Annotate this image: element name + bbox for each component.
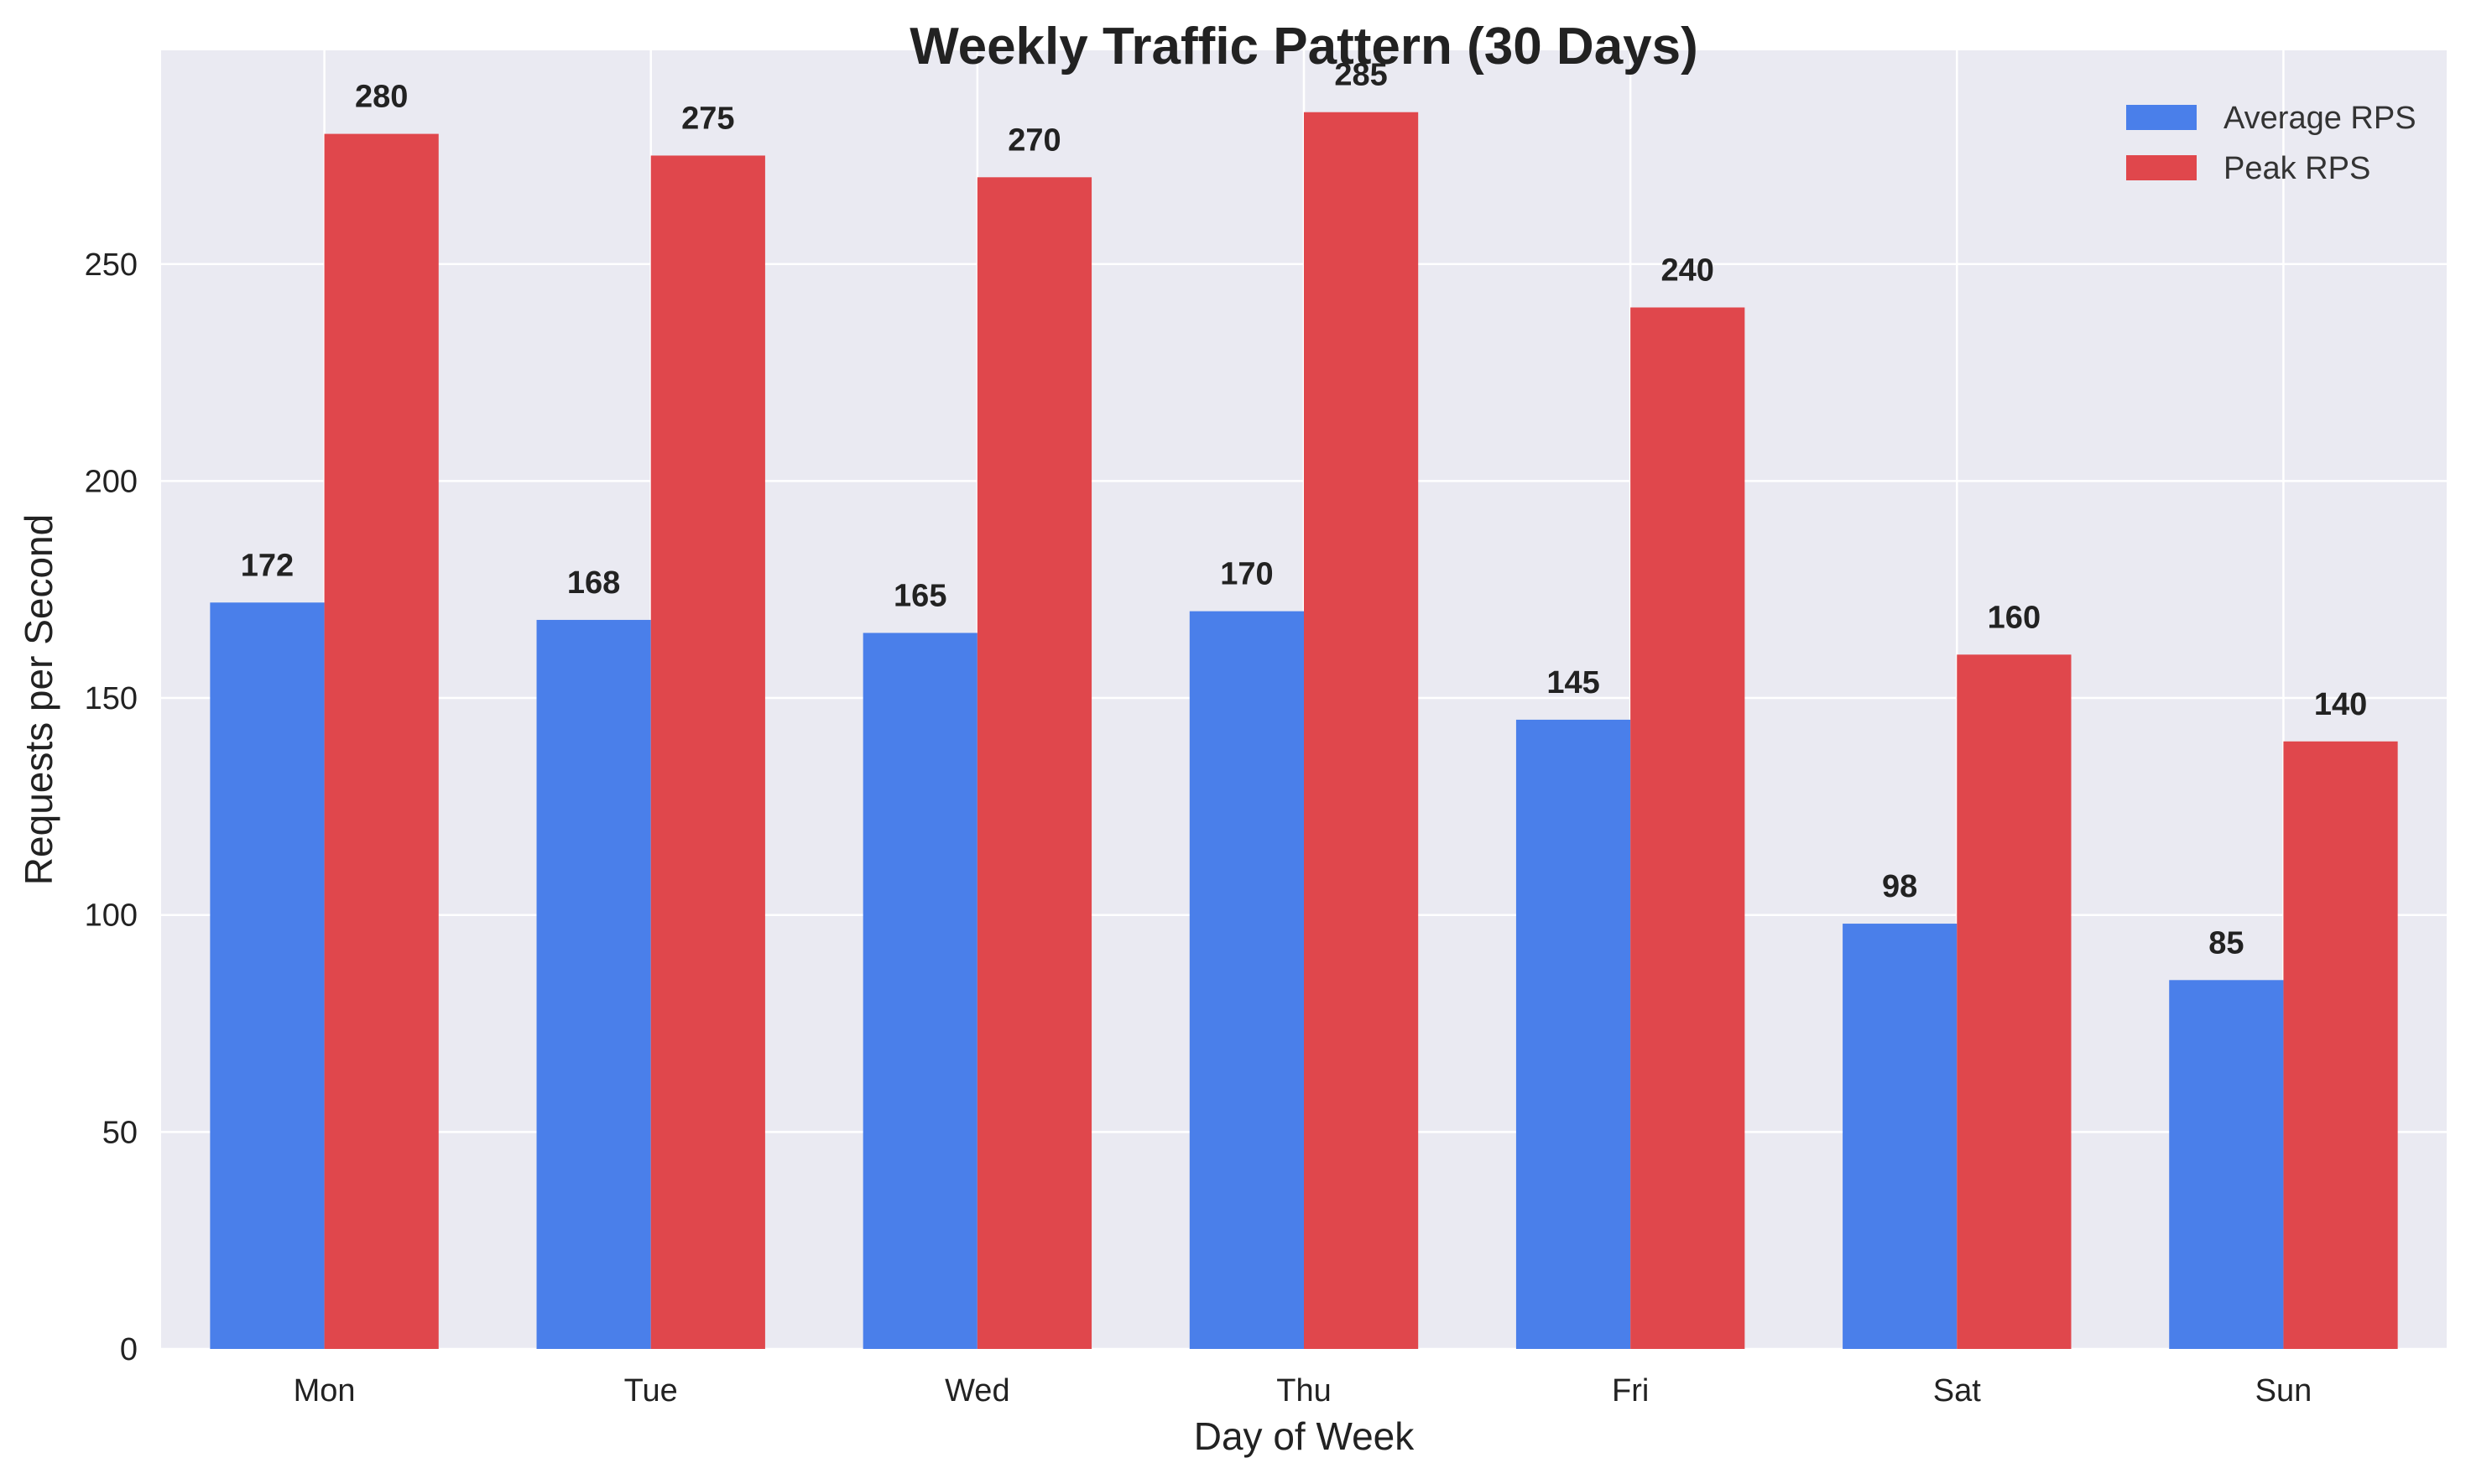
average-rps-value-label: 172: [241, 548, 294, 583]
peak-rps-bar: [651, 155, 765, 1349]
y-tick-label: 200: [85, 464, 138, 499]
peak-rps-value-label: 270: [1008, 122, 1061, 158]
y-tick-label: 0: [120, 1332, 138, 1367]
average-rps-bar: [2169, 980, 2283, 1349]
average-rps-bar: [1190, 612, 1304, 1349]
average-rps-bar: [863, 633, 978, 1349]
peak-rps-value-label: 280: [355, 80, 408, 115]
average-rps-value-label: 165: [894, 578, 946, 613]
y-tick-label: 250: [85, 247, 138, 283]
average-rps-bar: [210, 602, 324, 1349]
average-rps-bar: [537, 620, 651, 1349]
average-rps-bar: [1843, 924, 1957, 1349]
peak-rps-bar: [2283, 742, 2397, 1349]
peak-rps-bar: [1630, 307, 1744, 1349]
y-tick-label: 50: [102, 1115, 138, 1150]
x-tick-label: Wed: [945, 1373, 1009, 1408]
peak-rps-value-label: 160: [1988, 600, 2041, 635]
average-rps-value-label: 145: [1546, 665, 1599, 700]
x-axis-label: Day of Week: [1194, 1414, 1415, 1458]
y-axis-label: Requests per Second: [17, 514, 60, 885]
x-tick-label: Fri: [1612, 1373, 1649, 1408]
peak-rps-value-label: 240: [1661, 253, 1714, 288]
peak-rps-value-label: 275: [681, 101, 734, 136]
average-rps-value-label: 168: [567, 565, 620, 601]
x-tick-label: Sat: [1933, 1373, 1981, 1408]
x-tick-label: Tue: [624, 1373, 678, 1408]
legend-label-peak-rps: Peak RPS: [2224, 151, 2370, 186]
average-rps-value-label: 98: [1882, 869, 1917, 904]
average-rps-value-label: 85: [2208, 925, 2244, 961]
peak-rps-bar: [1957, 654, 2071, 1349]
chart-title: Weekly Traffic Pattern (30 Days): [910, 18, 1698, 76]
x-axis-ticks: Mon Tue Wed Thu Fri Sat Sun: [294, 1373, 2312, 1408]
average-rps-bar: [1516, 720, 1630, 1349]
peak-rps-value-label: 140: [2314, 687, 2367, 722]
y-tick-label: 100: [85, 898, 138, 934]
legend-label-average-rps: Average RPS: [2224, 101, 2416, 136]
x-tick-label: Thu: [1276, 1373, 1331, 1408]
peak-rps-bar: [978, 177, 1092, 1349]
peak-rps-bar: [1304, 112, 1418, 1349]
y-axis-ticks: 0 50 100 150 200 250: [85, 247, 138, 1367]
x-tick-label: Sun: [2255, 1373, 2312, 1408]
legend-swatch-peak-rps: [2126, 155, 2197, 180]
y-tick-label: 150: [85, 681, 138, 716]
legend-swatch-average-rps: [2126, 105, 2197, 130]
average-rps-value-label: 170: [1220, 557, 1273, 592]
peak-rps-bar: [325, 134, 439, 1349]
x-tick-label: Mon: [294, 1373, 356, 1408]
